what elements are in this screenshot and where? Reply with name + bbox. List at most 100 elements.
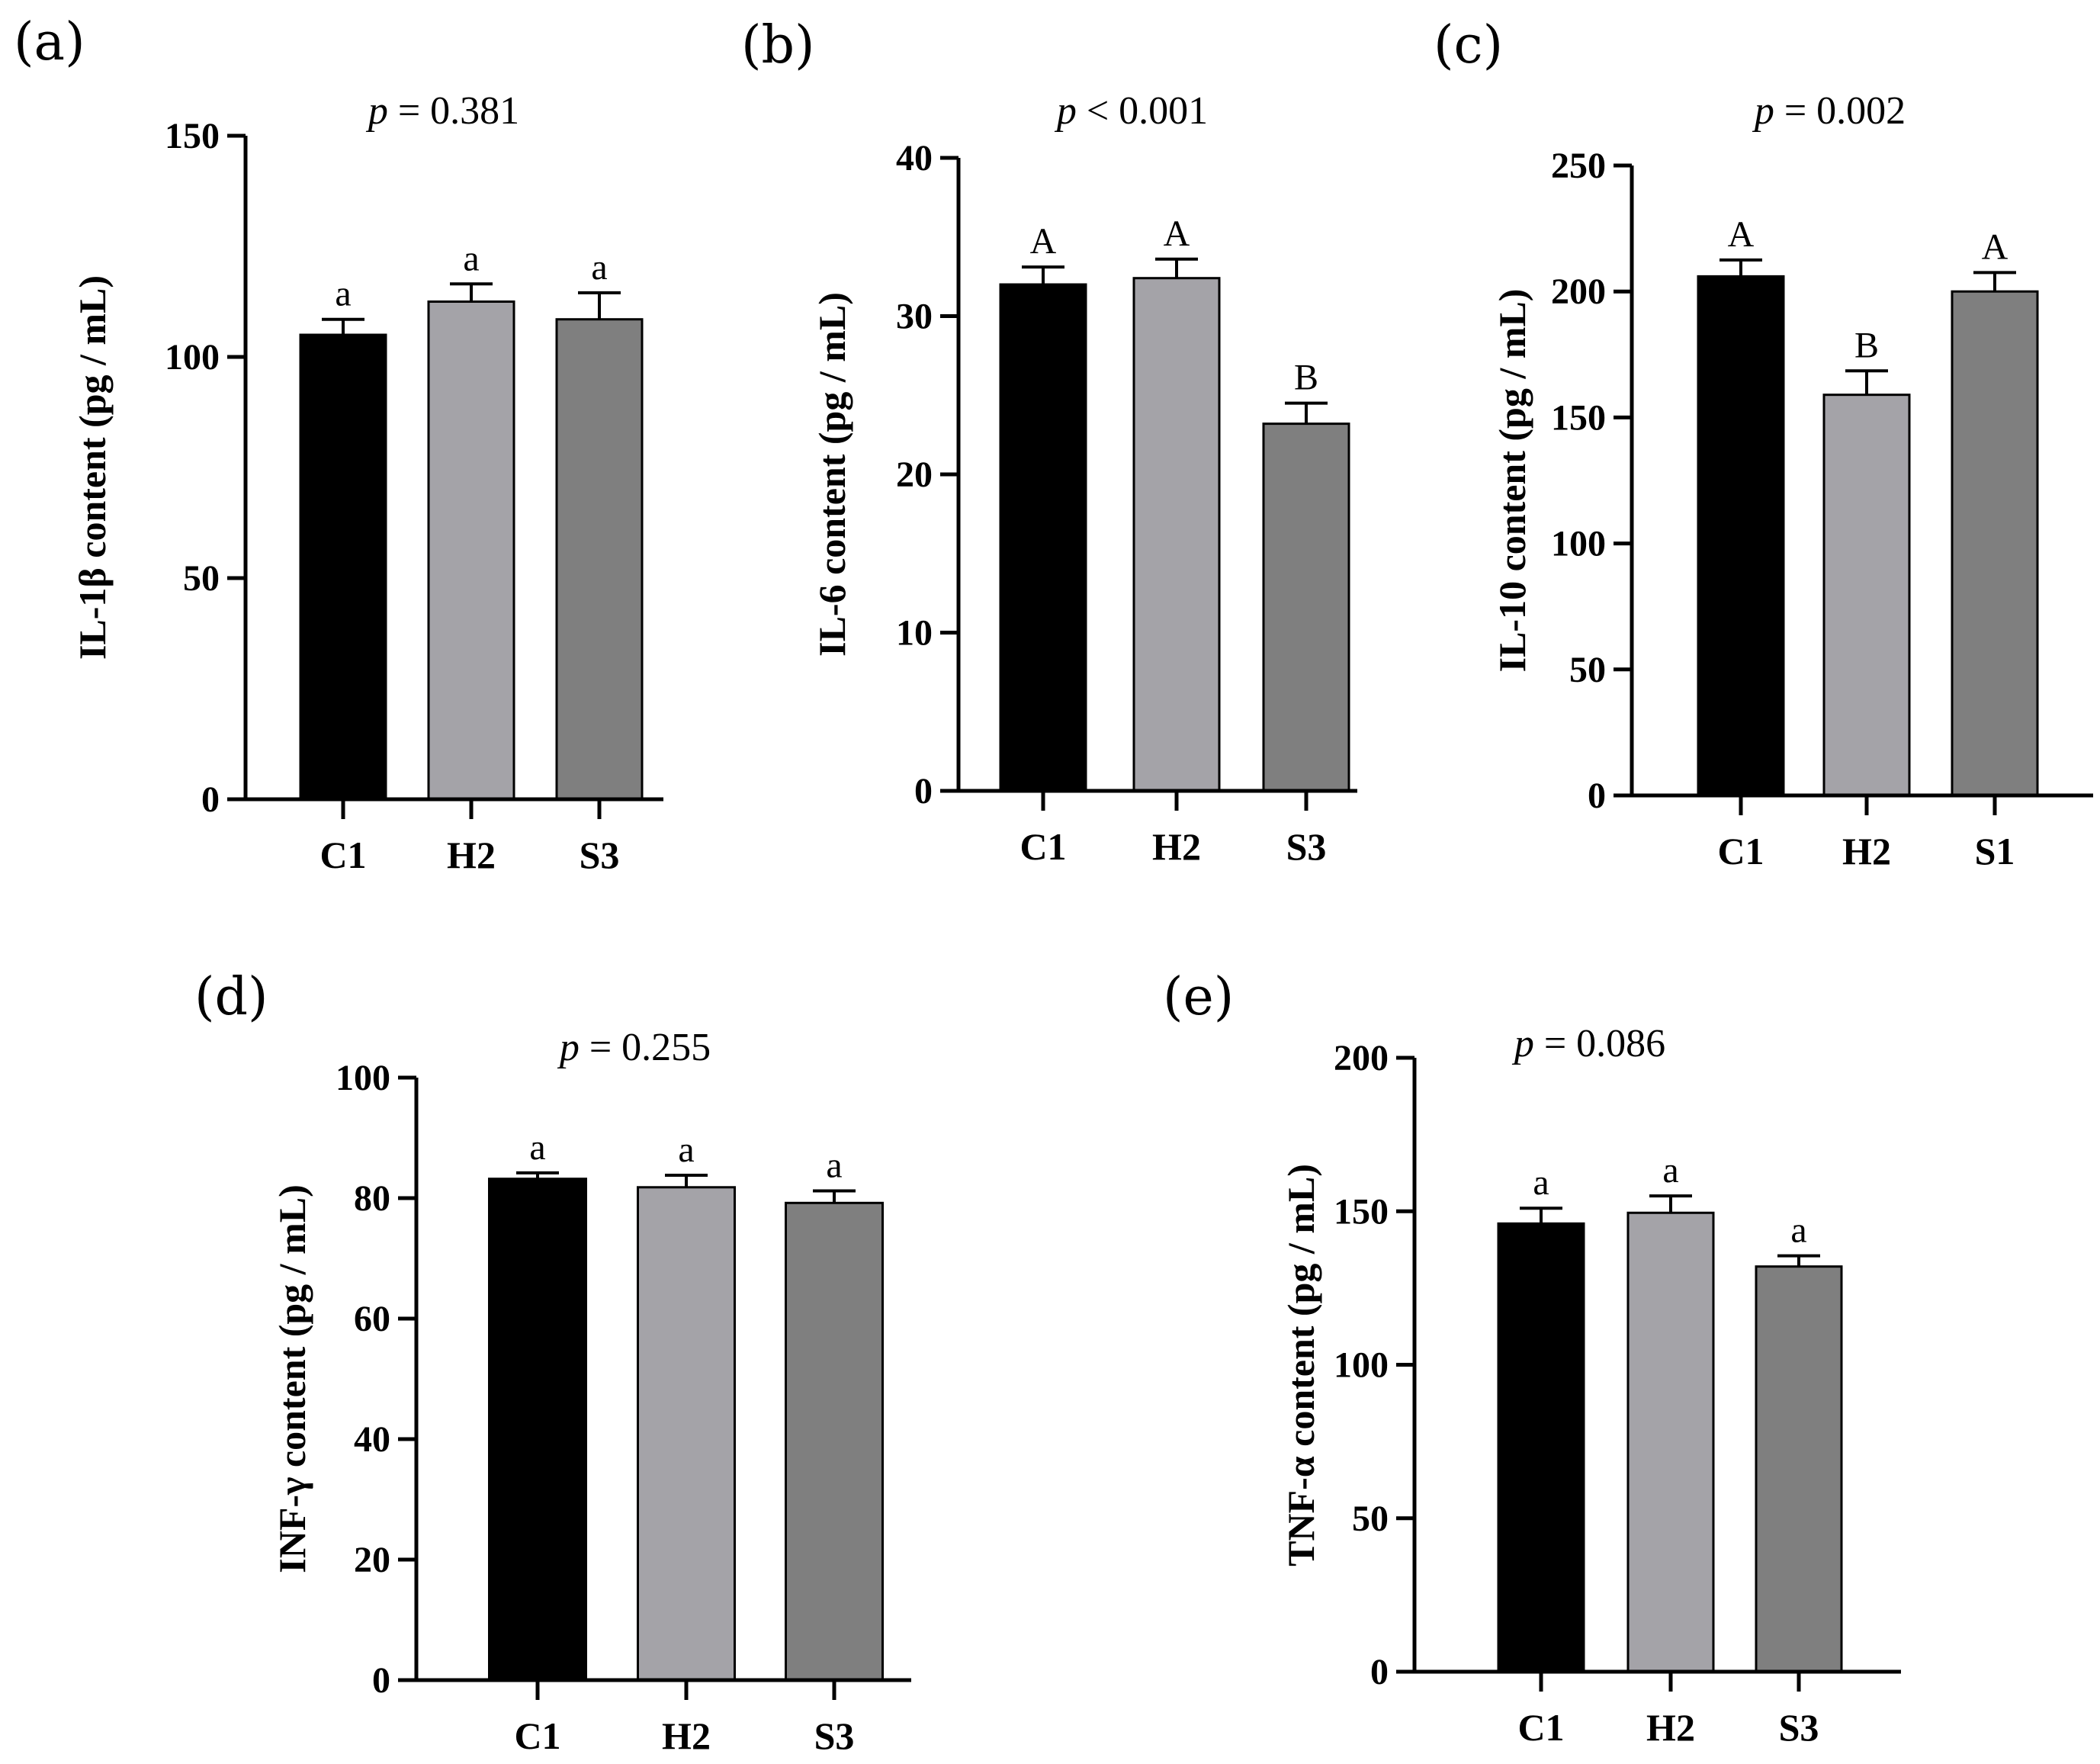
p-value-symbol: p: [557, 1026, 580, 1069]
bar-c1: [1497, 1222, 1585, 1673]
x-category-label: H2: [1646, 1706, 1695, 1749]
significance-letter: a: [678, 1129, 694, 1170]
y-axis-label: INF-γ content (pg / mL): [271, 1184, 313, 1573]
x-category-label: S1: [1975, 830, 2015, 872]
p-value-label: p = 0.002: [1752, 89, 1906, 133]
y-tick-label: 250: [1551, 146, 1606, 186]
p-value-text: < 0.001: [1077, 89, 1208, 133]
panel-label: (b): [741, 15, 815, 76]
y-axis-label: IL-6 content (pg / mL): [811, 292, 853, 657]
y-axis-label: TNF-α content (pg / mL): [1280, 1164, 1322, 1566]
significance-letter: B: [1854, 325, 1879, 365]
bar-h2: [637, 1186, 736, 1682]
x-category-label: C1: [319, 834, 366, 876]
x-category-label: H2: [662, 1714, 711, 1757]
y-tick-label: 50: [183, 558, 220, 599]
chart-panel-b: (b) p < 0.001 IL-6 content (pg / mL) A A B 0 10…: [741, 15, 1357, 868]
significance-letter: B: [1294, 358, 1318, 398]
x-category-label: C1: [1517, 1706, 1564, 1749]
p-value-symbol: p: [365, 89, 388, 133]
bar-h2: [427, 300, 515, 801]
y-tick-label: 80: [354, 1178, 390, 1219]
significance-letter: a: [826, 1145, 842, 1186]
significance-letter: a: [529, 1127, 545, 1168]
y-tick-label: 50: [1569, 650, 1606, 690]
panel-label: (e): [1163, 967, 1234, 1027]
y-tick-label: 150: [1334, 1191, 1389, 1232]
y-tick-label: 150: [1551, 397, 1606, 438]
y-tick-label: 0: [372, 1660, 390, 1701]
y-tick-label: 100: [1551, 524, 1606, 564]
y-tick-label: 0: [914, 771, 933, 811]
y-tick-label: 40: [896, 138, 933, 178]
y-tick-label: 200: [1551, 272, 1606, 312]
x-category-label: C1: [514, 1714, 560, 1757]
x-category-label: H2: [1842, 830, 1891, 872]
y-axis-label: IL-10 content (pg / mL): [1491, 289, 1533, 673]
p-value-text: = 0.255: [580, 1026, 711, 1069]
p-value-text: = 0.086: [1534, 1022, 1665, 1065]
y-tick-label: 0: [201, 779, 220, 820]
significance-letter: a: [463, 238, 479, 278]
panel-label: (d): [194, 967, 268, 1027]
p-value-label: p < 0.001: [1054, 89, 1208, 133]
bar-c1: [299, 333, 387, 801]
p-value-label: p = 0.381: [365, 89, 519, 133]
y-axis-label: IL-1β content (pg / mL): [71, 275, 114, 660]
x-category-label: H2: [1152, 825, 1201, 868]
y-tick-label: 100: [336, 1058, 390, 1098]
bar-s3: [785, 1201, 884, 1682]
y-tick-label: 30: [896, 297, 933, 337]
p-value-text: = 0.002: [1774, 89, 1906, 133]
x-category-label: S3: [1286, 825, 1327, 868]
p-value-label: p = 0.086: [1511, 1022, 1665, 1065]
bar-s3: [555, 318, 644, 801]
x-category-label: S3: [1779, 1706, 1819, 1749]
p-value-symbol: p: [1054, 89, 1077, 133]
significance-letter: A: [1728, 214, 1755, 255]
y-tick-label: 200: [1334, 1038, 1389, 1078]
bar-s3: [1755, 1265, 1843, 1673]
bar-c1: [999, 283, 1087, 792]
significance-letter: a: [1662, 1150, 1678, 1190]
significance-letter: A: [1030, 221, 1057, 262]
y-tick-label: 0: [1588, 776, 1606, 816]
significance-letter: a: [335, 274, 351, 314]
y-tick-label: 10: [896, 613, 933, 654]
y-tick-label: 0: [1370, 1652, 1389, 1692]
y-tick-label: 50: [1352, 1499, 1389, 1539]
significance-letter: A: [1164, 214, 1190, 254]
y-tick-label: 60: [354, 1299, 390, 1339]
bar-c1: [488, 1178, 587, 1682]
p-value-symbol: p: [1752, 89, 1774, 133]
bar-c1: [1697, 275, 1785, 797]
chart-panel-c: (c) p = 0.002 IL-10 content (pg / mL) A B A 0 5…: [1434, 15, 2093, 872]
bar-h2: [1822, 394, 1911, 797]
panel-label: (a): [14, 12, 85, 72]
x-category-label: S3: [814, 1714, 855, 1757]
y-tick-label: 150: [165, 116, 220, 156]
chart-panel-a: (a) p = 0.381 IL-1β content (pg / mL) a a a 0 5…: [14, 12, 663, 876]
x-category-label: C1: [1019, 825, 1066, 868]
chart-panel-d: (d) p = 0.255 INF-γ content (pg / mL) a a a 0 2…: [194, 967, 911, 1757]
significance-letter: a: [591, 247, 607, 288]
bar-h2: [1626, 1211, 1715, 1673]
x-category-label: S3: [580, 834, 620, 876]
bar-s1: [1951, 290, 2039, 797]
y-tick-label: 40: [354, 1419, 390, 1460]
x-category-label: C1: [1717, 830, 1764, 872]
y-tick-label: 20: [354, 1540, 390, 1580]
significance-letter: A: [1982, 227, 2008, 267]
y-tick-label: 100: [1334, 1345, 1389, 1386]
x-category-label: H2: [447, 834, 496, 876]
p-value-text: = 0.381: [388, 89, 519, 133]
significance-letter: a: [1533, 1162, 1549, 1203]
bar-h2: [1132, 277, 1221, 792]
bar-s3: [1262, 423, 1350, 792]
panel-label: (c): [1434, 15, 1503, 76]
p-value-label: p = 0.255: [557, 1026, 711, 1069]
p-value-symbol: p: [1511, 1022, 1534, 1065]
significance-letter: a: [1790, 1210, 1806, 1251]
y-tick-label: 20: [896, 455, 933, 495]
